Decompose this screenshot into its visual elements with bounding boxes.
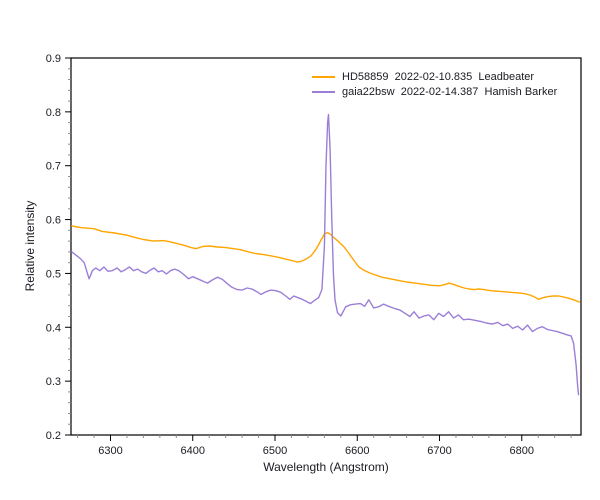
y-tick-label: 0.6 [46, 215, 61, 227]
legend: HD58859 2022-02-10.835 Leadbeater gaia22… [312, 69, 557, 99]
series-lines [71, 113, 581, 396]
legend-item-gaia22bsw: gaia22bsw 2022-02-14.387 Hamish Barker [312, 84, 557, 99]
y-tick-label: 0.4 [46, 322, 61, 334]
series-line-hd58859 [71, 225, 581, 303]
x-tick-label: 6400 [180, 445, 204, 457]
y-tick-label: 0.9 [46, 53, 61, 65]
y-tick-label: 0.2 [46, 430, 61, 442]
y-tick-label: 0.5 [46, 268, 61, 280]
legend-item-hd58859: HD58859 2022-02-10.835 Leadbeater [312, 69, 557, 84]
series-line-gaia22bsw [71, 113, 580, 396]
legend-label-hd58859: HD58859 2022-02-10.835 Leadbeater [342, 70, 535, 83]
legend-line-swatch-purple [312, 90, 335, 93]
axes: 6300 6400 6500 6600 6700 6800 0.2 0.3 0.4 0.5 0.6 0… [46, 53, 582, 457]
y-axis-title: Relative intensity [23, 200, 37, 292]
y-tick-label: 0.8 [46, 107, 61, 119]
x-tick-label: 6800 [510, 445, 534, 457]
x-tick-label: 6300 [98, 445, 122, 457]
legend-line-swatch-orange [312, 75, 335, 78]
y-tick-label: 0.3 [46, 376, 61, 388]
x-tick-label: 6700 [427, 445, 451, 457]
legend-label-gaia22bsw: gaia22bsw 2022-02-14.387 Hamish Barker [342, 85, 558, 98]
x-tick-label: 6500 [263, 445, 287, 457]
x-tick-label: 6600 [345, 445, 369, 457]
x-axis-title: Wavelength (Angstrom) [263, 460, 389, 474]
y-tick-label: 0.7 [46, 161, 61, 173]
plot-frame [70, 57, 582, 436]
